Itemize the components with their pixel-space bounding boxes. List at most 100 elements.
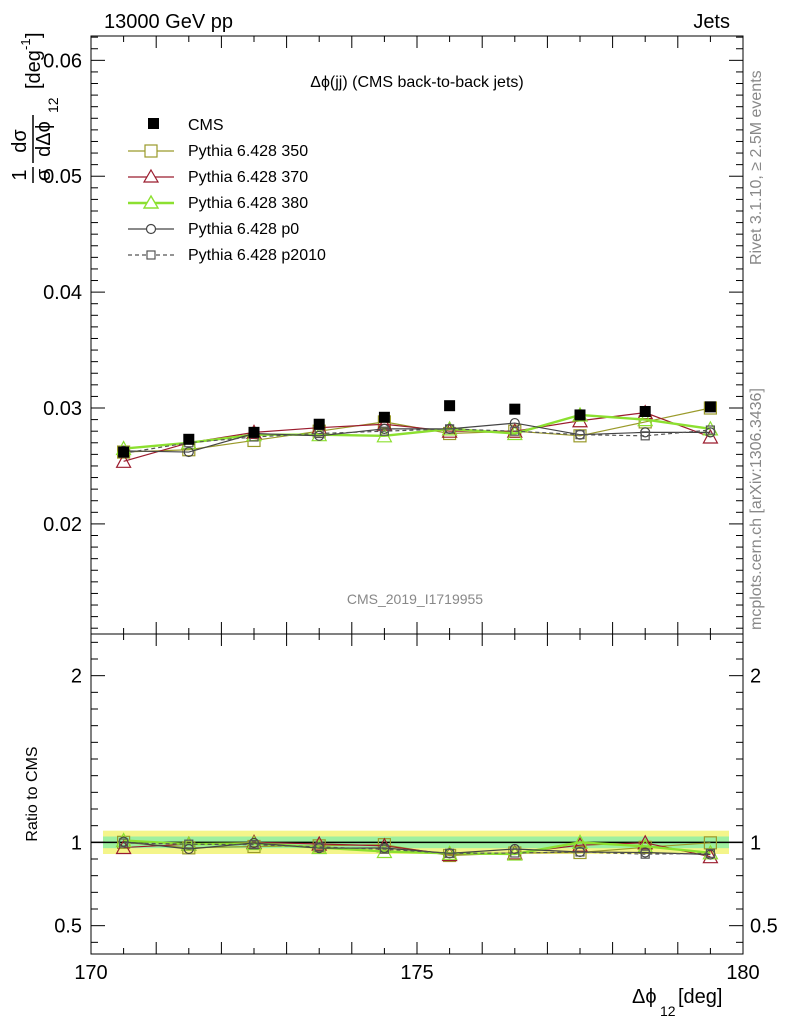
ratio-data-point bbox=[705, 848, 716, 858]
ratio-data-point bbox=[379, 844, 389, 854]
y-tick-label: 0.02 bbox=[43, 514, 82, 536]
x-tick-labels: 170 175 180 bbox=[74, 962, 759, 984]
data-point bbox=[378, 411, 390, 423]
y-label-frac-den: σ bbox=[33, 168, 55, 181]
legend: CMS Pythia 6.428 350 Pythia 6.428 370 Py… bbox=[128, 117, 326, 264]
series-line bbox=[123, 413, 711, 450]
ratio-data-point bbox=[640, 849, 650, 859]
ratio-frame bbox=[90, 633, 744, 955]
y-label-frac-num: 1 bbox=[9, 169, 31, 180]
data-point bbox=[575, 430, 585, 440]
data-point bbox=[118, 446, 130, 458]
legend-label-cms: CMS bbox=[188, 117, 224, 134]
data-point bbox=[379, 426, 389, 436]
legend-label-p2010: Pythia 6.428 p2010 bbox=[188, 247, 326, 264]
ratio-series bbox=[115, 832, 719, 864]
ratio-series-line bbox=[123, 841, 711, 856]
y-tick-label: 0.03 bbox=[43, 398, 82, 420]
ratio-y-tick-label-right: 2 bbox=[750, 666, 761, 688]
series-line bbox=[123, 422, 711, 453]
ratio-series-pythia-6-428-p2010 bbox=[118, 838, 716, 859]
main-panel: 0.02 0.03 0.04 0.05 0.06 1 σ dσ dΔϕ 12 [deg … bbox=[9, 32, 744, 635]
ratio-data-point bbox=[510, 848, 520, 858]
x-tick-label: 175 bbox=[400, 962, 433, 984]
data-point bbox=[115, 453, 132, 468]
data-point bbox=[704, 401, 716, 413]
y-tick-label: 0.06 bbox=[43, 50, 82, 72]
analysis-watermark: CMS_2019_I1719955 bbox=[347, 591, 483, 607]
data-point bbox=[183, 446, 194, 458]
x-tick-label: 180 bbox=[726, 962, 759, 984]
chart-title: Δϕ(jj) (CMS back-to-back jets) bbox=[310, 74, 523, 91]
site-label: mcplots.cern.ch [arXiv:1306.3436] bbox=[748, 388, 765, 630]
data-point bbox=[445, 424, 455, 434]
ratio-y-tick-label-right: 0.5 bbox=[750, 916, 778, 938]
series-line bbox=[123, 428, 711, 454]
y-tick-label: 0.04 bbox=[43, 282, 82, 304]
data-point bbox=[376, 415, 393, 431]
ratio-data-point bbox=[314, 842, 324, 852]
data-point bbox=[313, 418, 325, 430]
data-point bbox=[574, 409, 586, 421]
main-axis-ticks bbox=[90, 36, 744, 634]
legend-label-380: Pythia 6.428 380 bbox=[188, 195, 308, 212]
series-pythia-6-428-p2010 bbox=[118, 424, 716, 458]
data-point bbox=[444, 400, 456, 412]
ratio-axis-ticks bbox=[90, 634, 744, 954]
y-label-sub: 12 bbox=[45, 97, 61, 113]
data-point bbox=[705, 425, 716, 435]
ratio-y-tick-labels: 0.5 0.5 1 1 2 2 bbox=[54, 666, 778, 938]
ratio-data-point bbox=[445, 848, 455, 858]
legend-label-370: Pythia 6.428 370 bbox=[188, 169, 308, 186]
ratio-data-point bbox=[571, 836, 589, 852]
legend-label-350: Pythia 6.428 350 bbox=[188, 143, 308, 160]
x-tick-label: 170 bbox=[74, 962, 107, 984]
data-point bbox=[702, 428, 719, 444]
y-label-d-num: dσ bbox=[9, 129, 31, 153]
data-point bbox=[637, 411, 654, 427]
legend-marker-350 bbox=[144, 144, 158, 158]
data-point bbox=[639, 405, 651, 417]
x-label-sub: 12 bbox=[660, 1003, 676, 1019]
legend-marker-370 bbox=[142, 168, 160, 183]
legend-label-p0: Pythia 6.428 p0 bbox=[188, 221, 299, 238]
data-point bbox=[248, 426, 260, 438]
rivet-label: Rivet 3.1.10, ≥ 2.5M events bbox=[748, 70, 765, 265]
data-point bbox=[640, 431, 650, 441]
main-series bbox=[115, 400, 719, 468]
data-point bbox=[510, 426, 520, 436]
x-label-unit: [deg] bbox=[678, 986, 722, 1008]
legend-marker-380 bbox=[142, 194, 160, 209]
ratio-data-point bbox=[118, 838, 129, 848]
main-y-axis-label: 1 σ dσ dΔϕ 12 [deg -1 ] bbox=[9, 32, 61, 183]
process-label: Jets bbox=[693, 11, 730, 33]
ratio-y-tick-label: 0.5 bbox=[54, 916, 82, 938]
energy-label: 13000 GeV pp bbox=[104, 11, 233, 33]
data-point bbox=[509, 403, 521, 415]
ratio-data-point bbox=[249, 840, 259, 850]
legend-marker-cms bbox=[148, 118, 159, 129]
data-point bbox=[183, 433, 195, 445]
legend-marker-p0 bbox=[145, 223, 157, 235]
ratio-data-point bbox=[637, 834, 654, 850]
series-pythia-6-428-370 bbox=[115, 404, 719, 468]
y-label-d-den: dΔϕ bbox=[33, 121, 55, 157]
series-line bbox=[123, 412, 711, 462]
ratio-data-point bbox=[575, 847, 585, 857]
ratio-data-point bbox=[184, 839, 194, 849]
x-label-main: Δϕ bbox=[632, 986, 657, 1008]
main-y-tick-labels: 0.02 0.03 0.04 0.05 0.06 bbox=[43, 50, 82, 536]
y-label-unit-exp: -1 bbox=[18, 38, 33, 50]
ratio-y-tick-label-right: 1 bbox=[750, 832, 761, 854]
ratio-panel: 0.5 0.51 12 2 170 175 180 Ratio to CMS Δϕ 12 … bbox=[24, 633, 778, 1019]
ratio-y-tick-label: 1 bbox=[71, 832, 82, 854]
ratio-y-tick-label: 2 bbox=[71, 666, 82, 688]
series-pythia-6-428-p0 bbox=[118, 417, 716, 458]
x-axis-label: Δϕ 12 [deg] bbox=[632, 986, 722, 1019]
y-tick-label: 0.05 bbox=[43, 166, 82, 188]
legend-marker-p2010 bbox=[146, 250, 156, 260]
series-cms bbox=[118, 400, 716, 458]
ratio-y-axis-label: Ratio to CMS bbox=[24, 746, 41, 841]
y-label-unit: [deg bbox=[23, 50, 45, 89]
